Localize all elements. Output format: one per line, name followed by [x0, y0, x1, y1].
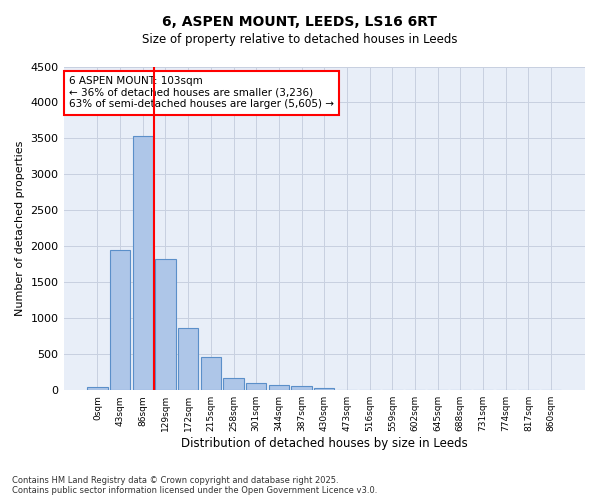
Bar [133, 136, 153, 390]
Bar [314, 388, 334, 390]
Bar [87, 386, 107, 390]
Bar [269, 385, 289, 390]
Bar [200, 357, 221, 390]
Text: Size of property relative to detached houses in Leeds: Size of property relative to detached ho… [142, 32, 458, 46]
Bar [178, 328, 199, 390]
Text: 6 ASPEN MOUNT: 103sqm
← 36% of detached houses are smaller (3,236)
63% of semi-d: 6 ASPEN MOUNT: 103sqm ← 36% of detached … [69, 76, 334, 110]
Bar [110, 250, 130, 390]
Text: 6, ASPEN MOUNT, LEEDS, LS16 6RT: 6, ASPEN MOUNT, LEEDS, LS16 6RT [163, 15, 437, 29]
Bar [246, 382, 266, 390]
Text: Contains HM Land Registry data © Crown copyright and database right 2025.
Contai: Contains HM Land Registry data © Crown c… [12, 476, 377, 495]
X-axis label: Distribution of detached houses by size in Leeds: Distribution of detached houses by size … [181, 437, 467, 450]
Bar [155, 260, 176, 390]
Y-axis label: Number of detached properties: Number of detached properties [15, 140, 25, 316]
Bar [292, 386, 312, 390]
Bar [223, 378, 244, 390]
